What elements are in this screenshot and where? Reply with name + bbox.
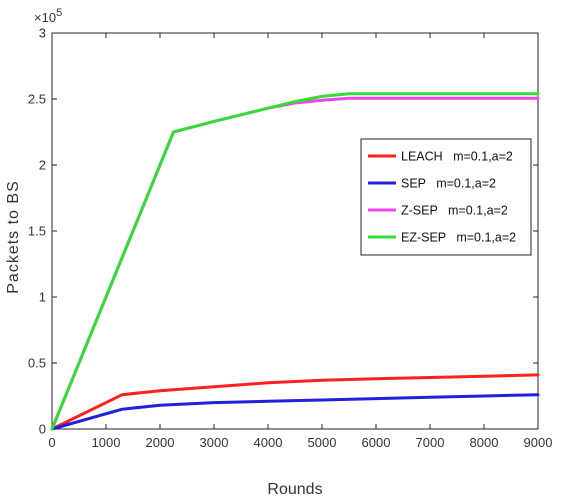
series-line-1 [50, 393, 540, 431]
y-axis-exponent-base: ×10 [34, 10, 56, 25]
series-lines [50, 92, 540, 431]
legend-entry-label: EZ-SEP m=0.1,a=2 [401, 231, 516, 245]
x-tick-label: 9000 [524, 435, 553, 450]
y-tick-label: 1.5 [28, 224, 46, 239]
y-tick-label: 1 [39, 290, 46, 305]
y-axis-label: Packets to BS [5, 180, 22, 294]
x-tick-label: 8000 [470, 435, 499, 450]
legend-entry-label: LEACH m=0.1,a=2 [401, 150, 513, 164]
x-tick-label: 5000 [308, 435, 337, 450]
legend: LEACH m=0.1,a=2 SEP m=0.1,a=2 Z-SEP m=0.1,… [360, 138, 532, 256]
y-tick-label: 2 [39, 158, 46, 173]
y-tick-label: 2.5 [28, 92, 46, 107]
x-tick-label: 1000 [92, 435, 121, 450]
y-axis-exponent: ×105 [34, 7, 62, 25]
y-tick-label: 3 [39, 26, 46, 41]
y-tick-label: 0 [39, 422, 46, 437]
series-line-0 [50, 373, 540, 431]
axis-ticks: 0 1000 2000 3000 4000 5000 6000 7000 8000 9000 0 0.… [28, 26, 553, 451]
x-axis-label: Rounds [267, 481, 322, 498]
x-tick-label: 2000 [146, 435, 175, 450]
series-line-3 [50, 92, 540, 431]
x-tick-label: 0 [48, 435, 55, 450]
legend-entry-label: Z-SEP m=0.1,a=2 [401, 204, 508, 218]
y-axis-exponent-power: 5 [56, 7, 62, 19]
x-tick-label: 6000 [362, 435, 391, 450]
x-tick-label: 3000 [200, 435, 229, 450]
legend-entry-label: SEP m=0.1,a=2 [401, 177, 496, 191]
x-tick-label: 7000 [416, 435, 445, 450]
x-tick-label: 4000 [254, 435, 283, 450]
y-tick-label: 0.5 [28, 356, 46, 371]
